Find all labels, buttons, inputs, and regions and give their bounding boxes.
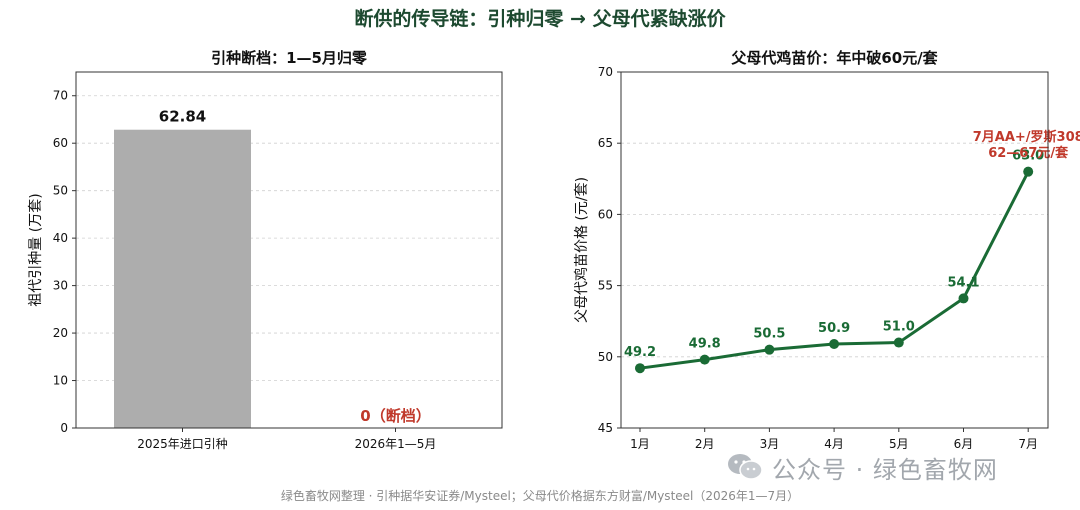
data-point [958,293,969,304]
x-tick-label: 2025年进口引种 [137,437,228,451]
bar-data-label: 62.84 [159,108,206,126]
point-data-label: 50.5 [753,327,785,342]
x-tick-label: 4月 [824,437,844,451]
y-tick-label: 70 [53,89,68,103]
chart-title: 引种断档：1—5月归零 [211,49,368,67]
chart-title: 父母代鸡苗价：年中破60元/套 [730,49,938,67]
x-tick-label: 7月 [1018,437,1038,451]
y-tick-label: 65 [598,136,613,150]
data-point [1023,166,1034,177]
figure-title: 断供的传导链：引种归零 → 父母代紧缺涨价 [354,8,726,30]
y-tick-label: 20 [53,326,68,340]
watermark: 公众号 · 绿色畜牧网 [726,450,998,484]
x-tick-label: 5月 [889,437,909,451]
bar [114,129,251,428]
y-tick-label: 50 [53,184,68,198]
y-tick-label: 55 [598,279,613,293]
watermark-text: 公众号 · 绿色畜牧网 [772,455,998,484]
point-data-label: 49.2 [624,345,656,360]
y-tick-label: 40 [53,231,68,245]
data-point [635,363,645,374]
data-point [829,338,840,349]
y-tick-label: 30 [53,279,68,293]
x-tick-label: 3月 [760,437,780,451]
data-point [699,354,710,365]
point-data-label: 51.0 [883,320,915,335]
y-axis-label: 祖代引种量 (万套) [28,193,44,306]
x-tick-label: 2月 [695,437,715,451]
y-tick-label: 70 [598,65,613,79]
y-tick-label: 50 [598,350,613,364]
y-tick-label: 60 [598,207,613,221]
annotation-text: 7月AA+/罗斯308 [973,129,1080,145]
point-data-label: 63.0 [1012,149,1044,164]
x-tick-label: 2026年1—5月 [355,437,437,451]
source-note: 绿色畜牧网整理 · 引种据华安证券/Mysteel；父母代价格据东方财富/Mys… [280,489,800,503]
y-tick-label: 0 [60,421,68,435]
plot-frame [75,71,503,429]
point-data-label: 50.9 [818,321,850,336]
data-point [764,344,775,355]
plot-frame [620,71,1049,429]
y-tick-label: 10 [53,374,68,388]
point-data-label: 54.1 [947,275,979,290]
data-point [893,337,904,348]
y-tick-label: 60 [53,136,68,150]
y-axis-label: 父母代鸡苗价格 (元/套) [573,177,590,323]
bar-data-label: 0（断档） [360,407,430,425]
wechat-icon [728,454,763,480]
y-tick-label: 45 [598,421,613,435]
x-tick-label: 1月 [630,437,650,451]
annotation-text: 62—67元/套 [988,145,1069,161]
point-data-label: 49.8 [689,337,721,352]
x-tick-label: 6月 [954,437,974,451]
